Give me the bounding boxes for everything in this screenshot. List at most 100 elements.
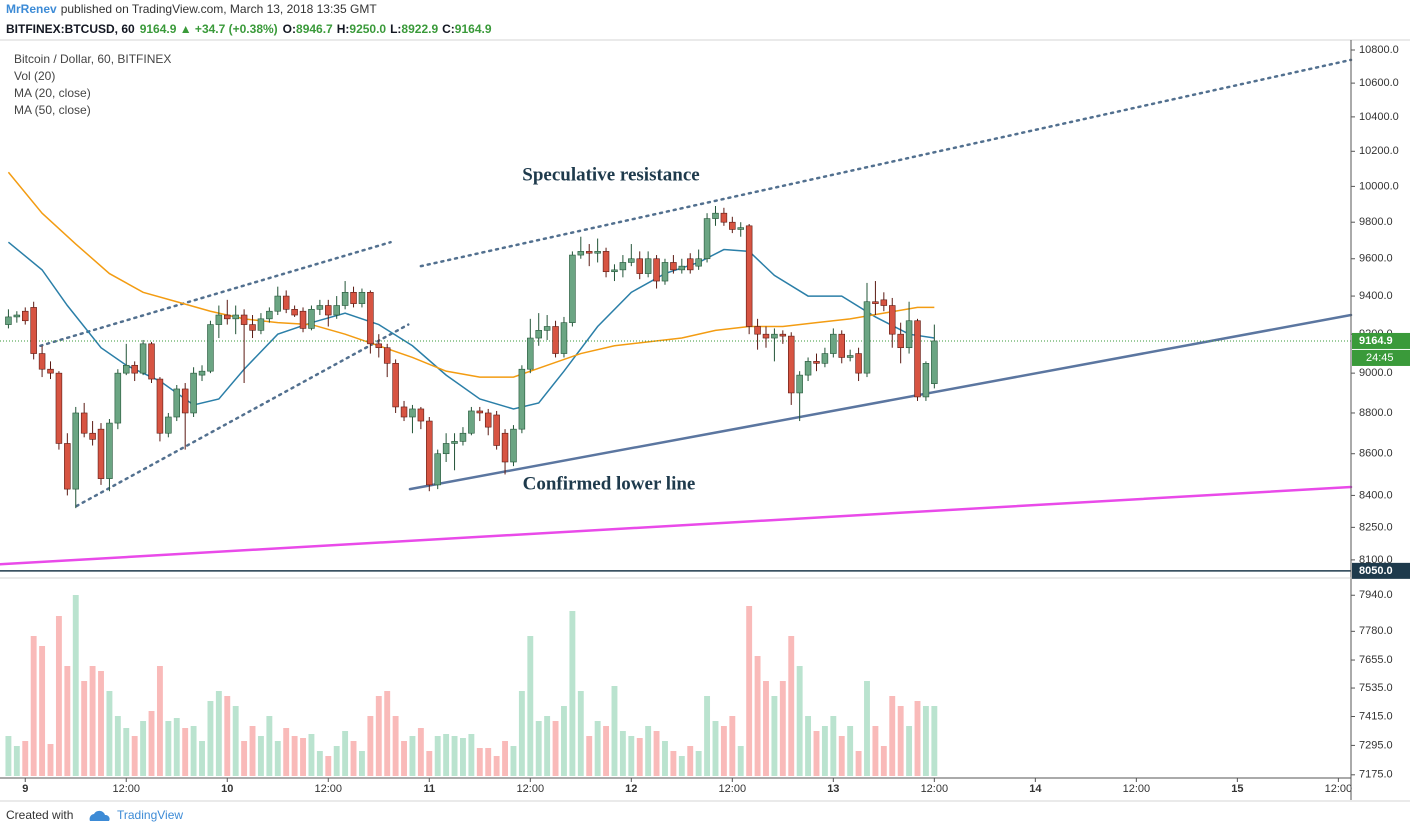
volume-bar <box>771 696 778 776</box>
candle-body <box>148 343 155 380</box>
volume-bar <box>30 636 37 776</box>
candle-body <box>560 322 568 354</box>
quote-line: BITFINEX:BTCUSD, 60 9164.9 ▲ +34.7 (+0.38… <box>6 22 492 36</box>
volume-bar <box>586 736 593 776</box>
y-tick-label: 7535.0 <box>1359 682 1393 694</box>
x-tick-label: 12:00 <box>1123 783 1151 795</box>
volume-bar <box>114 716 121 776</box>
volume-bar <box>906 726 913 776</box>
volume-bar <box>527 636 534 776</box>
header-line: MrRenev published on TradingView.com, Mar… <box>6 2 377 16</box>
volume-bar <box>325 756 332 776</box>
volume-bar <box>359 751 365 776</box>
y-tick-label: 7415.0 <box>1359 710 1393 722</box>
chart-title: Bitcoin / Dollar, 60, BITFINEX <box>14 52 171 66</box>
candle-body <box>266 310 273 320</box>
candle-body <box>97 428 105 479</box>
x-tick-label: 12:00 <box>719 783 747 795</box>
y-tick-label: 10000.0 <box>1359 180 1399 192</box>
volume-bar <box>712 721 719 776</box>
study-label: MA (50, close) <box>14 103 91 117</box>
candle-body <box>114 372 122 424</box>
candle-body <box>38 353 46 370</box>
quote-value: 9250.0 <box>349 22 386 36</box>
candle-body <box>333 305 340 316</box>
candle-body <box>468 410 475 434</box>
volume-bar <box>123 728 130 776</box>
volume-bar <box>931 706 938 776</box>
published: published on TradingView.com, March 13, … <box>61 2 378 16</box>
volume-bar <box>190 726 197 776</box>
volume-bar <box>409 736 416 776</box>
volume-bar <box>855 751 862 776</box>
volume-bar <box>98 671 104 776</box>
candle-body <box>358 291 366 304</box>
volume-bar <box>645 726 652 776</box>
volume-bar <box>443 734 450 776</box>
volume-bar <box>333 746 340 776</box>
volume-bar <box>291 736 298 776</box>
volume-bar <box>106 691 113 776</box>
candle-body <box>240 314 248 325</box>
volume-bar <box>300 738 306 776</box>
x-tick-label: 15 <box>1231 783 1243 795</box>
candle-body <box>585 251 593 254</box>
volume-bar <box>653 731 660 776</box>
quote-label: C: <box>442 22 455 36</box>
volume-bar <box>342 731 349 776</box>
volume-bar <box>687 746 694 776</box>
candle-body <box>712 212 719 219</box>
candle-body <box>855 353 862 374</box>
candle-body <box>737 227 744 230</box>
volume-bar <box>746 606 753 776</box>
candle-body <box>703 218 711 260</box>
volume-bar <box>569 611 576 776</box>
candle-body <box>434 453 441 486</box>
volume-bar <box>779 681 786 776</box>
candle-body <box>830 333 837 354</box>
trend-line <box>419 58 1353 268</box>
volume-bar <box>401 741 407 776</box>
candle-body <box>55 372 63 444</box>
y-tick-label: 9400.0 <box>1359 290 1393 302</box>
volume-bar <box>257 736 264 776</box>
candle-body <box>13 314 21 318</box>
countdown-label: 24:45 <box>1366 352 1394 364</box>
volume-bar <box>897 706 904 776</box>
volume-bar <box>628 736 635 776</box>
candle-body <box>821 353 829 364</box>
y-tick-label: 7295.0 <box>1359 739 1393 751</box>
candle-body <box>644 258 652 274</box>
candle-body <box>80 412 88 434</box>
candle-body <box>22 310 29 322</box>
y-tick-label: 10400.0 <box>1359 111 1399 123</box>
x-tick-label: 12:00 <box>921 783 949 795</box>
candle-body <box>308 309 315 329</box>
volume-bar <box>821 726 828 776</box>
footer-brand[interactable]: TradingView <box>117 808 183 822</box>
candle-body <box>400 406 408 418</box>
candle-body <box>594 251 601 254</box>
quote-label: O: <box>283 22 296 36</box>
candle-body <box>224 314 231 320</box>
candle-body <box>442 443 450 455</box>
candle-body <box>426 420 433 486</box>
volume-bar <box>131 736 138 776</box>
volume-bar <box>518 691 525 776</box>
footer-created: Created with <box>6 808 73 822</box>
y-tick-label: 8400.0 <box>1359 489 1393 501</box>
volume-bar <box>485 748 492 776</box>
candle-body <box>889 305 896 335</box>
y-tick-label: 8800.0 <box>1359 407 1393 419</box>
candle-body <box>914 320 921 398</box>
volume-bar <box>737 746 744 776</box>
candle-body <box>880 299 888 306</box>
trend-line <box>75 323 410 508</box>
volume-bar <box>864 681 870 776</box>
candle-body <box>518 368 526 430</box>
volume-bar <box>148 711 155 776</box>
candle-body <box>249 324 256 331</box>
volume-bar <box>249 726 256 776</box>
x-tick-label: 12:00 <box>1325 783 1353 795</box>
candle-body <box>190 372 197 414</box>
